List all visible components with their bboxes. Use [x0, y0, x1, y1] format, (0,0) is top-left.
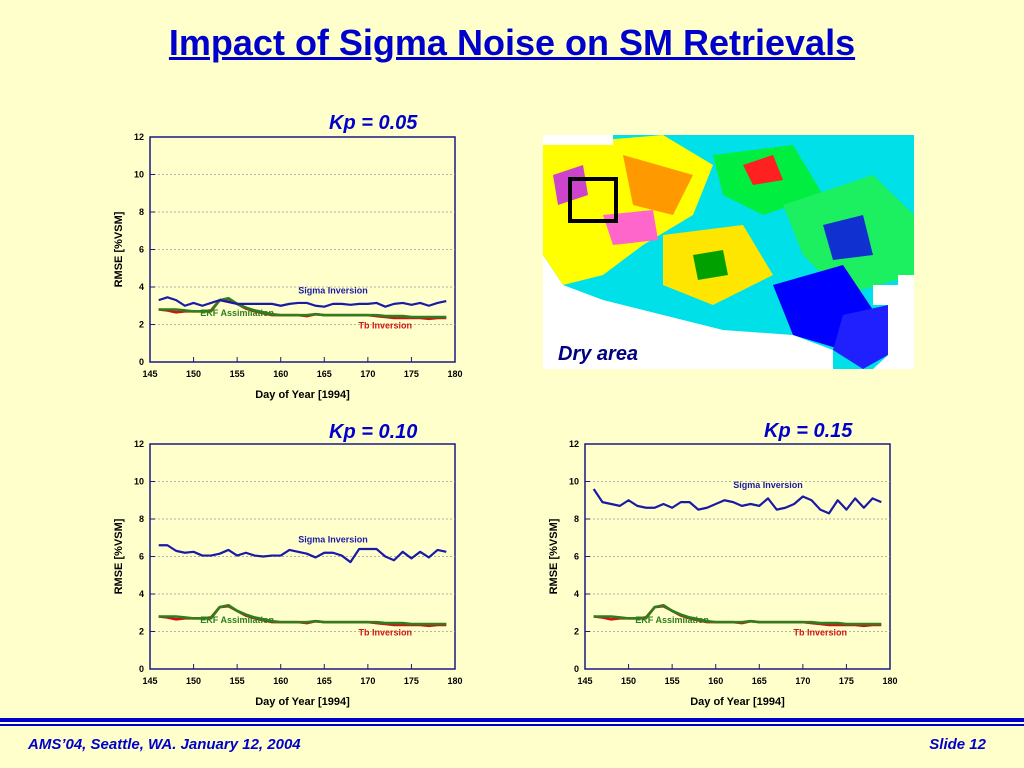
y-tick-label: 0: [139, 664, 144, 674]
y-tick-label: 4: [139, 282, 144, 292]
x-tick-label: 165: [752, 676, 767, 686]
x-tick-label: 160: [273, 676, 288, 686]
y-axis-label: RMSE [%VSM]: [113, 211, 125, 287]
x-tick-label: 145: [142, 676, 157, 686]
y-tick-label: 6: [139, 245, 144, 255]
x-tick-label: 170: [795, 676, 810, 686]
y-tick-label: 0: [139, 357, 144, 367]
y-tick-label: 12: [569, 439, 579, 449]
x-tick-label: 175: [839, 676, 854, 686]
x-tick-label: 160: [273, 369, 288, 379]
series-label: Sigma Inversion: [298, 286, 368, 296]
rmse-chart-kp-015: 0 2 4 6 8 10 12 145 150 155 160 165 170 175 180 Day of …: [548, 439, 898, 708]
y-tick-label: 6: [139, 552, 144, 562]
x-tick-label: 150: [186, 676, 201, 686]
x-tick-label: 150: [621, 676, 636, 686]
y-tick-label: 2: [139, 320, 144, 330]
y-tick-label: 4: [574, 589, 579, 599]
series-label: EKF Assimilation: [200, 615, 274, 625]
x-tick-label: 180: [447, 369, 462, 379]
y-tick-label: 6: [574, 552, 579, 562]
x-axis-label: Day of Year [1994]: [255, 696, 350, 708]
y-tick-label: 2: [139, 627, 144, 637]
y-tick-label: 8: [574, 514, 579, 524]
series-line-sigma-inversion: [592, 488, 882, 515]
chart-title-kp-010: Kp = 0.10: [329, 421, 418, 443]
x-axis-label: Day of Year [1994]: [690, 696, 785, 708]
y-axis-label: RMSE [%VSM]: [548, 518, 560, 594]
x-axis-label: Day of Year [1994]: [255, 389, 350, 401]
series-line-ekf-assimilation: [593, 603, 882, 626]
map-caption: Dry area: [558, 343, 639, 365]
y-tick-label: 12: [134, 439, 144, 449]
x-tick-label: 175: [404, 676, 419, 686]
x-tick-label: 165: [317, 369, 332, 379]
y-tick-label: 4: [139, 589, 144, 599]
soil-moisture-map: [543, 135, 914, 369]
x-tick-label: 145: [142, 369, 157, 379]
y-tick-label: 10: [134, 170, 144, 180]
x-tick-label: 155: [230, 369, 245, 379]
x-tick-label: 180: [882, 676, 897, 686]
series-label: Tb Inversion: [359, 320, 413, 330]
x-tick-label: 155: [665, 676, 680, 686]
y-axis-label: RMSE [%VSM]: [113, 518, 125, 594]
footer-divider: [0, 718, 1024, 722]
x-tick-label: 160: [708, 676, 723, 686]
y-tick-label: 12: [134, 132, 144, 142]
series-line-ekf-assimilation: [158, 296, 447, 319]
x-tick-label: 155: [230, 676, 245, 686]
footer-divider-thin: [0, 724, 1024, 726]
x-tick-label: 175: [404, 369, 419, 379]
footer-event: AMS’04, Seattle, WA. January 12, 2004: [28, 736, 301, 753]
y-tick-label: 10: [569, 477, 579, 487]
series-label: Tb Inversion: [794, 627, 848, 637]
series-line-sigma-inversion: [158, 544, 447, 564]
rmse-chart-kp-010: 0 2 4 6 8 10 12 145 150 155 160 165 170 175 180 Day of …: [113, 439, 463, 708]
series-label: Tb Inversion: [359, 627, 413, 637]
rmse-chart-kp-005: 0 2 4 6 8 10 12 145 150 155 160 165 170 175 180 Day of …: [113, 132, 463, 401]
chart-title-kp-015: Kp = 0.15: [764, 420, 853, 442]
series-label: Sigma Inversion: [298, 534, 368, 544]
series-label: Sigma Inversion: [733, 480, 803, 490]
x-tick-label: 150: [186, 369, 201, 379]
y-tick-label: 10: [134, 477, 144, 487]
slide-title: Impact of Sigma Noise on SM Retrievals: [168, 22, 856, 63]
x-tick-label: 170: [360, 676, 375, 686]
series-line-ekf-assimilation: [158, 603, 447, 626]
chart-title-kp-005: Kp = 0.05: [329, 112, 418, 134]
y-tick-label: 8: [139, 207, 144, 217]
x-tick-label: 165: [317, 676, 332, 686]
y-tick-label: 8: [139, 514, 144, 524]
x-tick-label: 170: [360, 369, 375, 379]
x-tick-label: 180: [447, 676, 462, 686]
y-tick-label: 0: [574, 664, 579, 674]
series-label: EKF Assimilation: [635, 615, 709, 625]
series-line-sigma-inversion: [158, 296, 447, 308]
footer-slide-number: Slide 12: [929, 736, 986, 753]
y-tick-label: 2: [574, 627, 579, 637]
series-label: EKF Assimilation: [200, 308, 274, 318]
x-tick-label: 145: [577, 676, 592, 686]
soil-moisture-map-image: [543, 135, 914, 369]
